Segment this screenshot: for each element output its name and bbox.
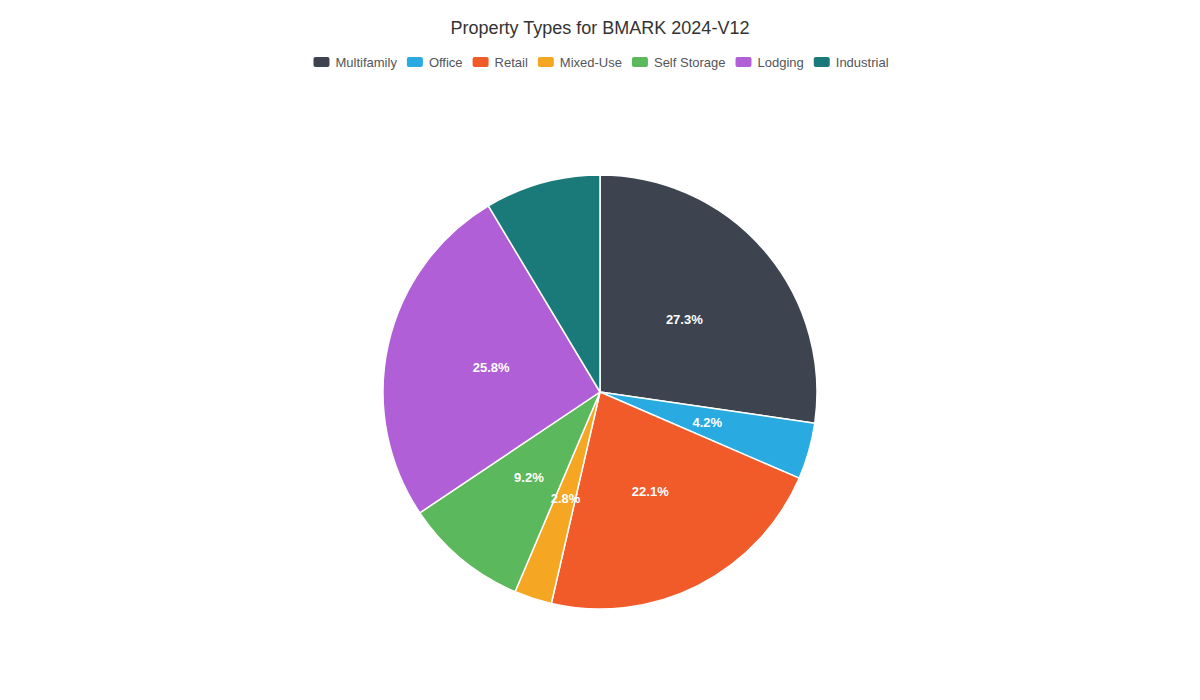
svg-text:Property Types for BMARK 2024-: Property Types for BMARK 2024-V12 [451, 18, 750, 38]
svg-text:22.1%: 22.1% [632, 484, 669, 499]
svg-text:Retail: Retail [495, 55, 528, 70]
svg-text:27.3%: 27.3% [666, 312, 703, 327]
svg-text:25.8%: 25.8% [473, 360, 510, 375]
svg-text:2.8%: 2.8% [551, 491, 581, 506]
svg-text:Mixed-Use: Mixed-Use [560, 55, 622, 70]
svg-text:Office: Office [429, 55, 463, 70]
svg-text:Multifamily: Multifamily [335, 55, 397, 70]
svg-text:Lodging: Lodging [758, 55, 804, 70]
svg-text:Industrial: Industrial [836, 55, 889, 70]
svg-text:Self Storage: Self Storage [654, 55, 726, 70]
svg-text:4.2%: 4.2% [692, 415, 722, 430]
svg-text:9.2%: 9.2% [514, 470, 544, 485]
